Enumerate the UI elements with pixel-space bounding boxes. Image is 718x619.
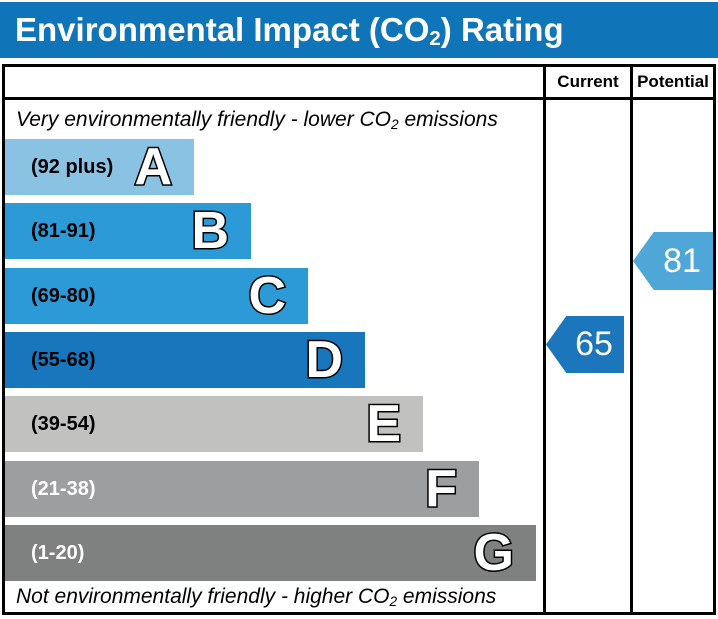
band-range-label: (39-54) — [31, 412, 96, 435]
potential-rating-value: 81 — [663, 241, 701, 280]
bottom-note-subscript: 2 — [389, 594, 398, 609]
band-letter: D — [304, 331, 345, 390]
band-range-label: (81-91) — [31, 219, 96, 242]
band-bar-d: (55-68) D — [5, 331, 365, 390]
band-bar-b: (81-91) B — [5, 202, 251, 261]
current-rating-value: 65 — [575, 325, 613, 363]
top-note-subscript: 2 — [391, 117, 399, 132]
current-column-header: Current — [557, 72, 619, 91]
band-range-label: (21-38) — [31, 477, 96, 500]
band-range-label: (69-80) — [31, 284, 96, 307]
current-column-divider — [543, 64, 546, 615]
band-letter: G — [472, 524, 515, 583]
band-letter: E — [365, 395, 403, 454]
title-subscript: 2 — [429, 26, 441, 50]
band-letter: F — [424, 460, 459, 519]
title-bar: Environmental Impact (CO2) Rating — [0, 2, 718, 58]
band-range-label: (92 plus) — [31, 155, 114, 178]
band-range-label: (55-68) — [31, 348, 96, 371]
band-letter: B — [190, 202, 231, 261]
band-bar-f: (21-38) F — [5, 460, 479, 519]
band-bar-c: (69-80) C — [5, 267, 308, 326]
band-letter: C — [247, 267, 288, 326]
header-row-underline — [2, 97, 716, 100]
band-bar-e: (39-54) E — [5, 395, 423, 454]
bottom-note: Not environmentally friendly - higher CO… — [16, 585, 497, 609]
potential-column-divider — [630, 64, 633, 615]
potential-column-header: Potential — [637, 72, 709, 91]
band-bar-g: (1-20) G — [5, 524, 536, 583]
band-range-label: (1-20) — [31, 541, 85, 564]
top-note: Very environmentally friendly - lower CO… — [16, 108, 498, 132]
page-title: Environmental Impact (CO2) Rating — [15, 11, 564, 50]
band-bar-a: (92 plus) A — [5, 138, 194, 197]
band-letter: A — [133, 138, 174, 197]
